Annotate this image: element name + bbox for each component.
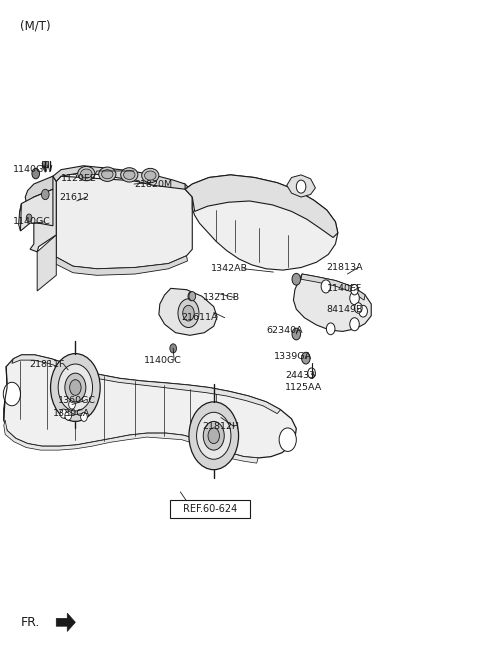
Polygon shape [20,189,53,231]
Circle shape [178,299,199,328]
Polygon shape [37,235,56,291]
Text: 1321CB: 1321CB [203,293,240,302]
Ellipse shape [123,170,135,179]
Text: 21612: 21612 [60,193,90,202]
Circle shape [350,291,360,305]
Text: 1360GC: 1360GC [58,396,96,405]
Text: 1339CA: 1339CA [53,409,90,418]
Text: 21813A: 21813A [326,263,362,272]
Circle shape [81,412,87,421]
Polygon shape [55,255,188,275]
Text: 21820M: 21820M [134,179,172,189]
Circle shape [301,352,310,364]
Circle shape [65,411,72,420]
Circle shape [296,180,306,193]
Circle shape [32,168,39,179]
Ellipse shape [142,168,159,183]
Text: REF.60-624: REF.60-624 [183,504,237,514]
Ellipse shape [120,168,138,182]
Circle shape [170,344,177,353]
Text: 21812H: 21812H [203,422,240,431]
Circle shape [350,318,360,331]
Polygon shape [185,175,338,238]
Circle shape [58,364,93,411]
Circle shape [41,189,49,200]
Circle shape [70,380,81,396]
Circle shape [189,291,196,301]
Polygon shape [301,274,365,300]
Text: 62340A: 62340A [266,326,303,335]
Text: 1129EE: 1129EE [61,174,97,183]
Circle shape [359,305,367,317]
Circle shape [26,214,32,222]
Circle shape [308,368,315,379]
Ellipse shape [102,170,113,179]
Text: 1140GC: 1140GC [13,217,51,227]
Polygon shape [4,355,296,458]
Polygon shape [293,274,371,331]
Circle shape [183,305,194,321]
Text: 84149B: 84149B [327,305,363,314]
Polygon shape [56,613,75,631]
Ellipse shape [99,167,116,181]
Text: 24433: 24433 [285,371,315,381]
Circle shape [189,402,239,470]
Circle shape [69,400,75,409]
Circle shape [203,421,224,450]
Text: 1125AA: 1125AA [285,383,323,392]
Ellipse shape [144,171,156,180]
Bar [42,160,48,167]
Polygon shape [19,204,22,231]
Polygon shape [25,176,53,202]
Circle shape [3,383,21,405]
Polygon shape [4,420,258,463]
Text: 1140EF: 1140EF [327,284,362,293]
Circle shape [292,273,300,285]
Circle shape [60,409,67,418]
Ellipse shape [81,169,92,178]
Text: 1342AB: 1342AB [211,265,248,273]
Circle shape [321,280,331,293]
Polygon shape [185,175,338,270]
Text: 21611A: 21611A [182,313,218,322]
Circle shape [65,373,86,402]
Ellipse shape [78,166,95,181]
Circle shape [50,354,100,421]
Circle shape [208,428,219,443]
FancyBboxPatch shape [170,500,251,518]
Circle shape [188,291,195,301]
Text: (M/T): (M/T) [21,20,51,33]
Polygon shape [56,176,192,269]
Circle shape [197,412,231,459]
Circle shape [279,428,296,451]
Circle shape [326,323,335,335]
Polygon shape [53,166,185,189]
Polygon shape [287,175,315,197]
Text: 1140GW: 1140GW [13,165,54,174]
Circle shape [292,328,300,340]
Text: 1140GC: 1140GC [144,356,181,365]
Text: FR.: FR. [21,616,40,629]
Text: 1339GA: 1339GA [275,352,312,361]
Polygon shape [12,355,281,413]
Circle shape [355,303,362,313]
Text: 21811F: 21811F [29,360,64,369]
Circle shape [351,284,359,295]
Polygon shape [30,176,56,252]
Polygon shape [159,288,217,335]
